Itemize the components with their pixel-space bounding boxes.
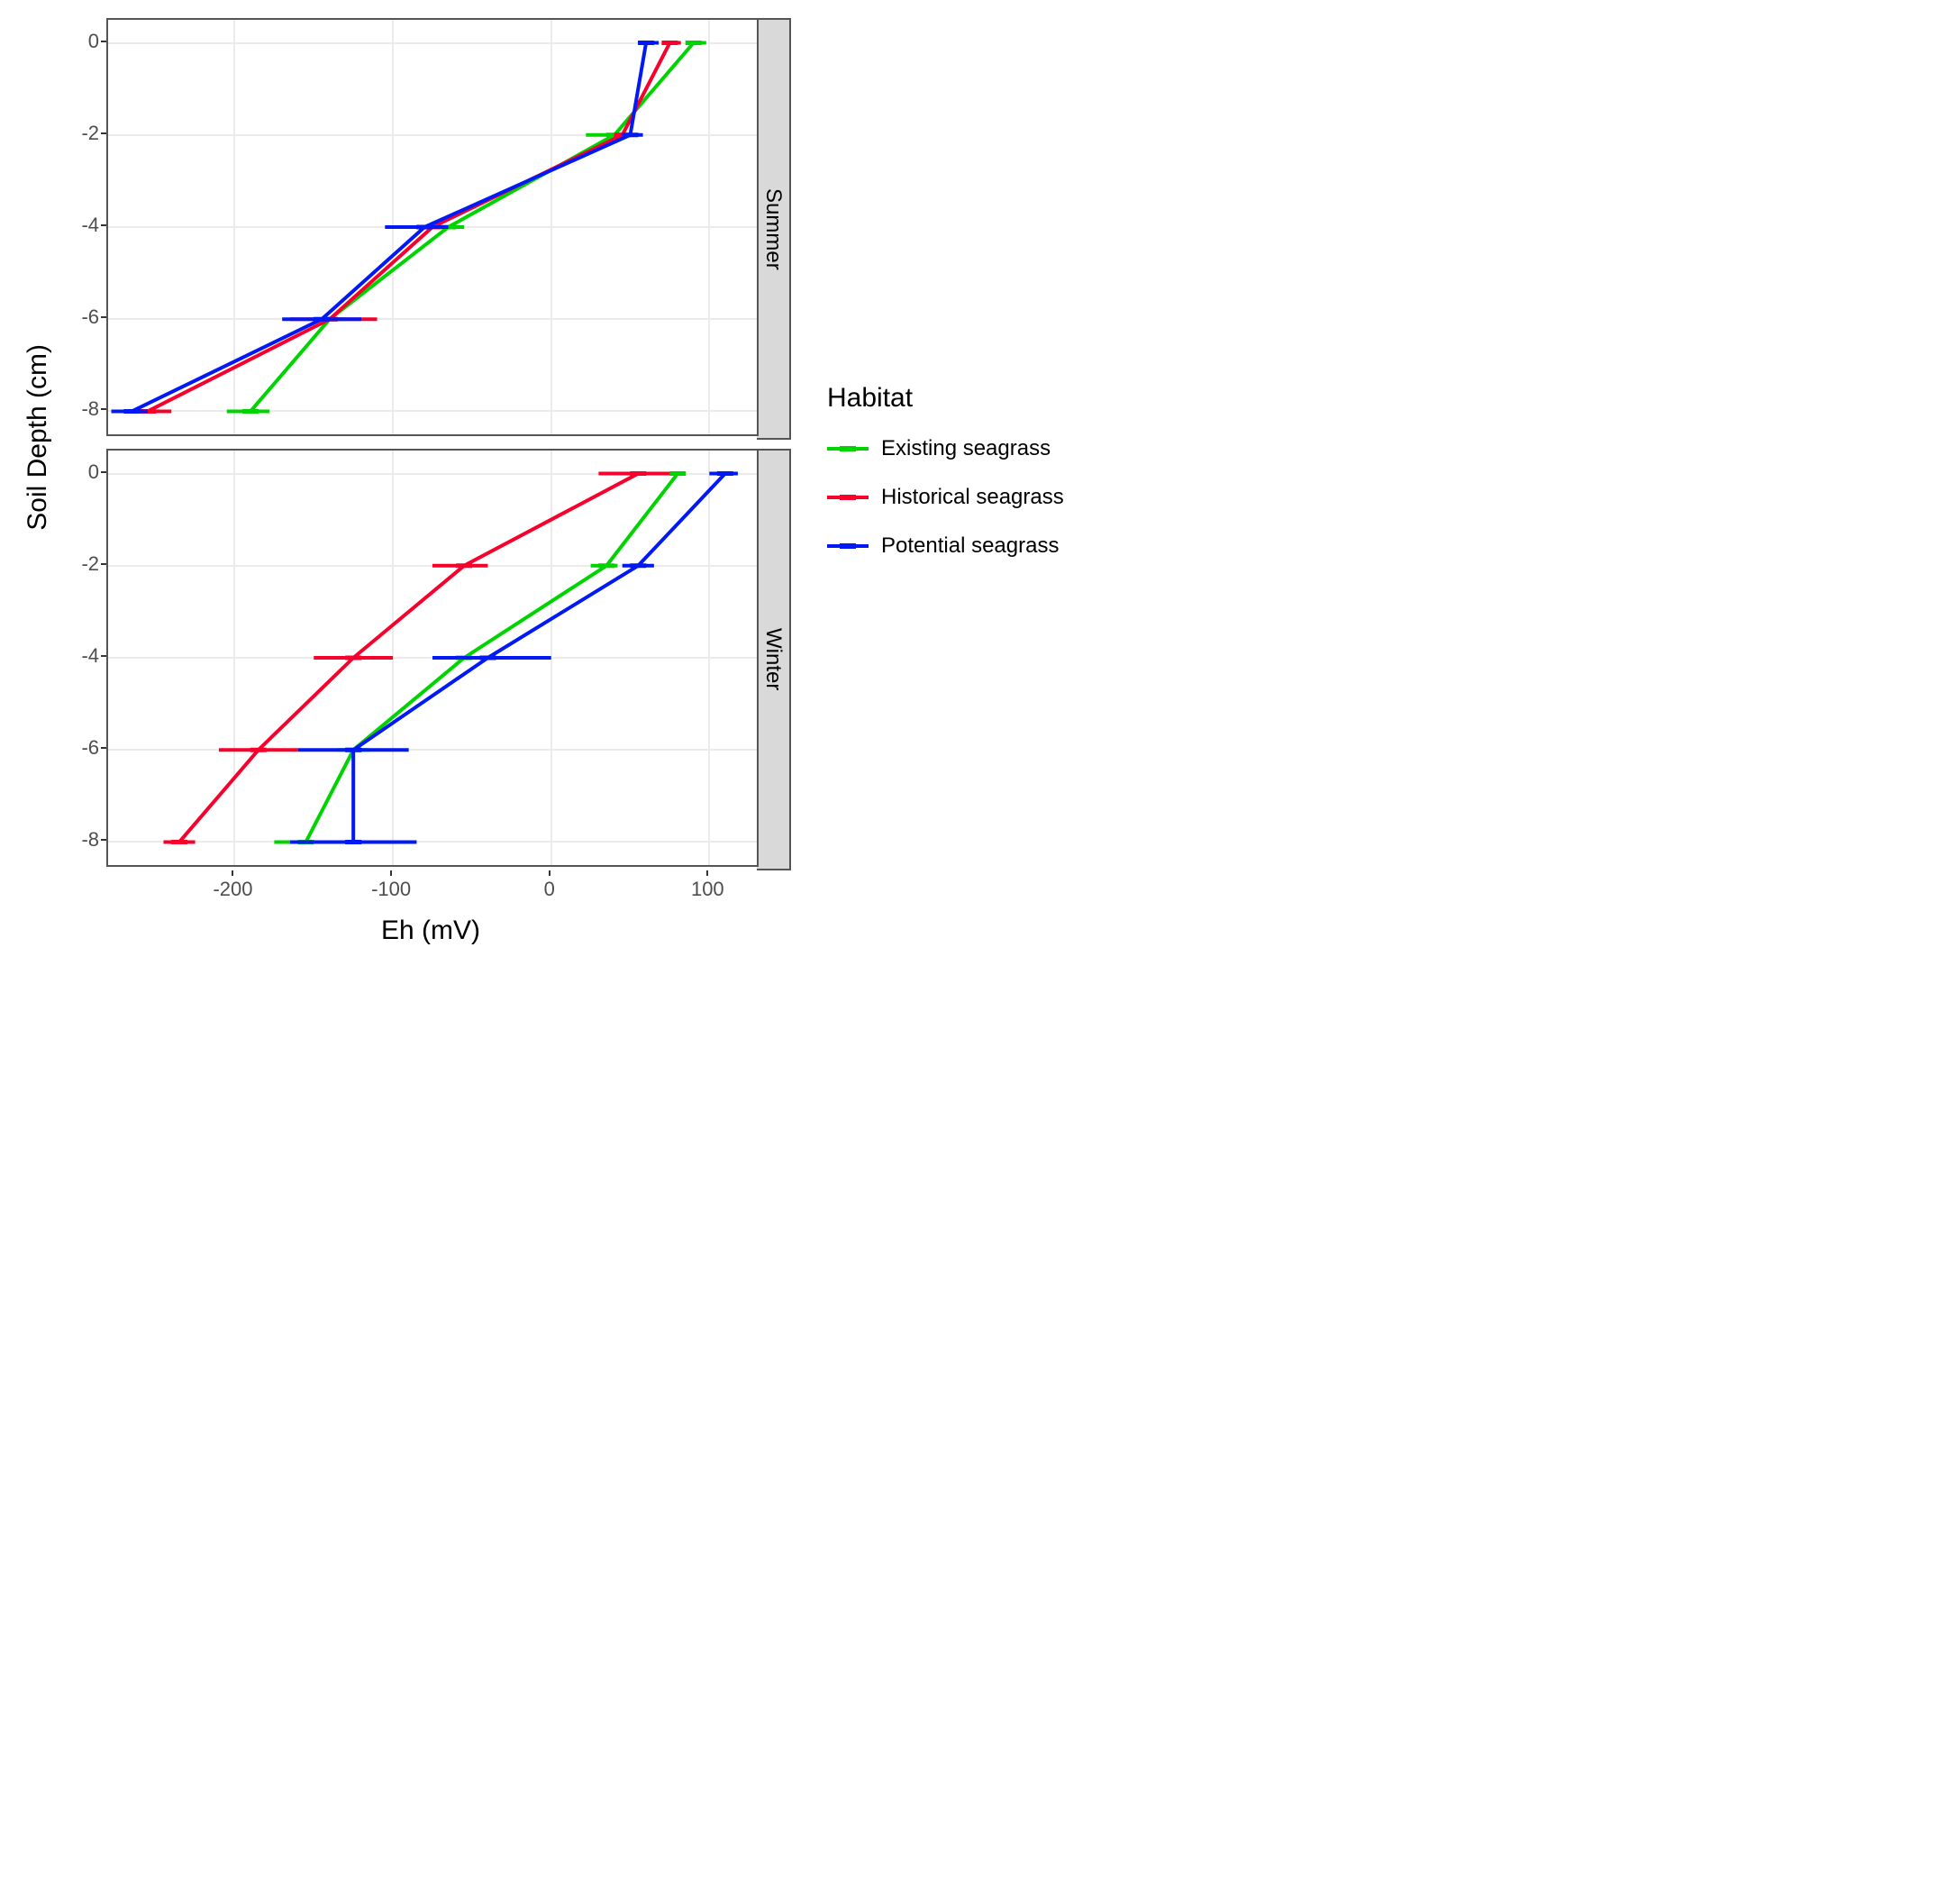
x-tick-label: 0 bbox=[544, 878, 555, 901]
y-tick-label: -2 bbox=[81, 122, 99, 145]
legend-label: Historical seagrass bbox=[881, 485, 1064, 510]
plot-column: Soil Depth (cm) 0 -2 -4 -6 -8 Summer 0 -2 -4 -6 -8… bbox=[18, 18, 791, 946]
legend-item: Historical seagrass bbox=[827, 484, 1064, 511]
legend-title: Habitat bbox=[827, 383, 1064, 414]
facet-panels: 0 -2 -4 -6 -8 Summer 0 -2 -4 -6 -8 Winter bbox=[58, 18, 791, 870]
legend-item: Potential seagrass bbox=[827, 533, 1064, 560]
y-tick-label: -2 bbox=[81, 552, 99, 576]
legend-label: Existing seagrass bbox=[881, 436, 1051, 461]
x-tick-label: -200 bbox=[213, 878, 252, 901]
y-tick-label: -8 bbox=[81, 397, 99, 421]
x-tick-label: 100 bbox=[691, 878, 724, 901]
y-tick-label: -6 bbox=[81, 736, 99, 760]
figure: Soil Depth (cm) 0 -2 -4 -6 -8 Summer 0 -2 -4 -6 -8… bbox=[18, 18, 1938, 946]
legend-label: Potential seagrass bbox=[881, 533, 1059, 559]
y-axis-title: Soil Depth (cm) bbox=[23, 344, 53, 531]
y-tick-label: -6 bbox=[81, 305, 99, 329]
series-line bbox=[179, 474, 638, 843]
facet-panel bbox=[106, 449, 759, 867]
y-tick-label: 0 bbox=[88, 30, 99, 53]
legend-key bbox=[827, 484, 869, 511]
y-tick-label: -8 bbox=[81, 828, 99, 852]
legend-key bbox=[827, 533, 869, 560]
y-axis-ticks: 0 -2 -4 -6 -8 bbox=[58, 18, 106, 433]
x-axis-ticks: -200 -100 0 100 bbox=[106, 870, 755, 910]
y-tick-label: -4 bbox=[81, 644, 99, 668]
facet-panel bbox=[106, 18, 759, 436]
series-layer bbox=[108, 451, 757, 865]
legend: Habitat Existing seagrass Historical seag… bbox=[827, 383, 1064, 581]
facet-strip: Summer bbox=[757, 18, 791, 440]
y-axis-title-container: Soil Depth (cm) bbox=[18, 18, 58, 856]
x-tick-label: -100 bbox=[371, 878, 411, 901]
legend-key bbox=[827, 435, 869, 462]
y-tick-label: -4 bbox=[81, 214, 99, 237]
x-axis-title: Eh (mV) bbox=[106, 916, 755, 946]
facet-strip: Winter bbox=[757, 449, 791, 870]
series-line bbox=[250, 43, 694, 412]
y-tick-label: 0 bbox=[88, 460, 99, 484]
series-layer bbox=[108, 20, 757, 434]
y-axis-ticks: 0 -2 -4 -6 -8 bbox=[58, 449, 106, 863]
legend-item: Existing seagrass bbox=[827, 435, 1064, 462]
